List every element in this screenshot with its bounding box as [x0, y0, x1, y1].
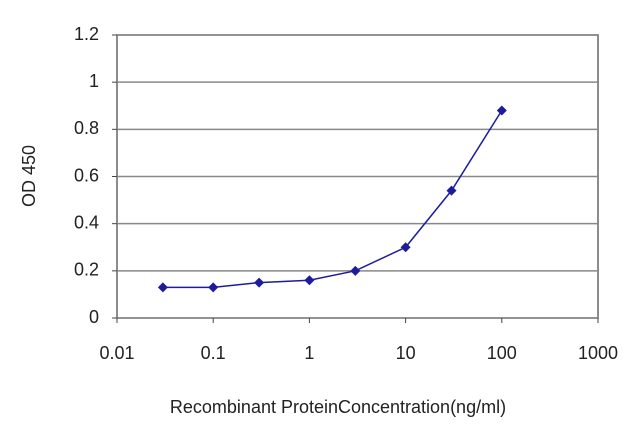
data-line — [162, 110, 503, 289]
y-tick-label: 1.2 — [74, 24, 99, 44]
data-point — [400, 242, 411, 253]
y-axis-label: OD 450 — [19, 145, 39, 207]
x-tick-label: 0.1 — [201, 343, 226, 363]
x-tick-label: 0.01 — [99, 343, 134, 363]
x-tick-label: 10 — [396, 343, 416, 363]
data-point — [254, 277, 265, 288]
y-tick-label: 0 — [89, 307, 99, 327]
data-point — [496, 105, 507, 116]
data-point — [304, 275, 315, 286]
y-tick-label: 0.4 — [74, 212, 99, 232]
data-point — [446, 185, 457, 196]
x-axis-label: Recombinant ProteinConcentration(ng/ml) — [170, 397, 506, 417]
y-tick-label: 0.2 — [74, 260, 99, 280]
y-tick-label: 1 — [89, 71, 99, 91]
data-point — [157, 282, 168, 293]
data-point — [350, 265, 361, 276]
y-tick-label: 0.8 — [74, 118, 99, 138]
x-tick-label: 1000 — [578, 343, 618, 363]
y-tick-label: 0.6 — [74, 165, 99, 185]
data-point — [208, 282, 219, 293]
x-tick-label: 100 — [487, 343, 517, 363]
x-tick-label: 1 — [304, 343, 314, 363]
